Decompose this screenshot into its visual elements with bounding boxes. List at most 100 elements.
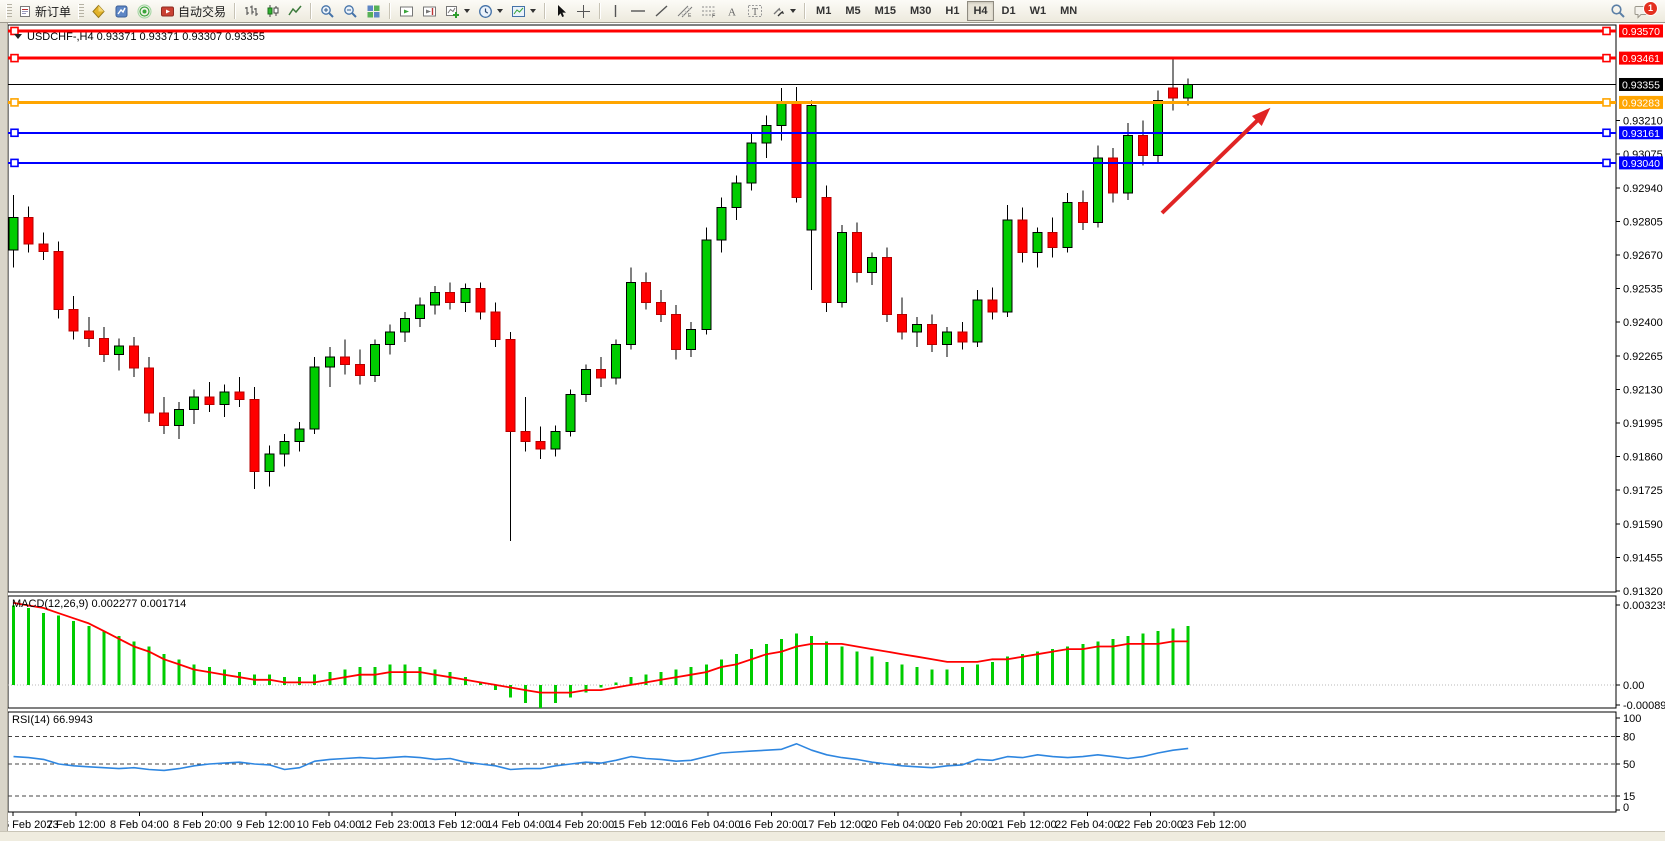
new-order-button[interactable]: 新订单 — [15, 1, 75, 21]
price-tag-label: 0.93283 — [1622, 97, 1660, 109]
arrows-tool-button[interactable] — [767, 1, 800, 21]
line-handle[interactable] — [10, 128, 19, 138]
new-order-label: 新订单 — [35, 4, 72, 19]
svg-text:A: A — [728, 7, 736, 19]
date-label: 8 Feb 20:00 — [173, 819, 232, 831]
toolbar-grip[interactable] — [78, 3, 85, 19]
channel-tool-button[interactable]: E — [673, 1, 697, 21]
horizontal-line-object[interactable]: 0.93161 — [8, 126, 1663, 140]
search-button[interactable] — [1606, 1, 1630, 21]
bear-candle — [595, 368, 606, 379]
signal-icon — [137, 4, 152, 18]
line-handle[interactable] — [10, 53, 19, 63]
chevron-down-icon — [790, 9, 797, 13]
timeframe-button-M15[interactable]: M15 — [874, 5, 896, 17]
bull-candle — [836, 232, 847, 303]
bull-candle — [701, 239, 712, 331]
text-tool-button[interactable]: A — [721, 1, 743, 21]
candlestick-chart-button[interactable] — [262, 1, 284, 21]
bull-candle — [279, 441, 290, 455]
line-chart-button[interactable] — [284, 1, 306, 21]
line-handle[interactable] — [10, 26, 19, 36]
bull-candle — [1032, 232, 1043, 253]
line-handle[interactable] — [1602, 98, 1611, 107]
bear-candle — [159, 412, 170, 426]
symbol-dropdown-icon[interactable] — [14, 34, 22, 39]
bid-price-tag — [1619, 77, 1663, 91]
bear-candle — [851, 232, 862, 273]
bear-candle — [1138, 135, 1148, 156]
label-tool-button[interactable]: T — [743, 1, 767, 21]
notifications-button[interactable]: 1 — [1630, 1, 1658, 21]
toolbar-grip[interactable] — [6, 3, 12, 19]
bear-candle — [927, 324, 938, 346]
horizontal-line-object[interactable]: 0.93283 — [8, 95, 1663, 110]
price-tag — [1619, 51, 1663, 65]
bear-candle — [1047, 232, 1058, 249]
date-label: 16 Feb 04:00 — [676, 819, 741, 831]
timeframe-button-H1[interactable]: H1 — [945, 5, 960, 17]
chart-shift-button[interactable] — [418, 1, 441, 21]
add-indicator-button[interactable] — [441, 1, 474, 21]
trendline-tool-button[interactable] — [650, 1, 673, 21]
price-tick-label: 0.92805 — [1623, 216, 1663, 228]
bear-candle — [23, 217, 34, 245]
timeframe-button-W1[interactable]: W1 — [1029, 5, 1047, 17]
vertical-line-tool-button[interactable] — [605, 1, 626, 21]
cursor-button[interactable] — [550, 1, 572, 21]
horizontal-line-object[interactable]: 0.93570 — [8, 24, 1663, 38]
autotrading-button[interactable]: 自动交易 — [156, 1, 230, 21]
bear-candle — [987, 299, 998, 313]
timeframe-button-M1[interactable]: M1 — [816, 5, 832, 17]
periodicity-button[interactable] — [474, 1, 507, 21]
price-tag-label: 0.93570 — [1622, 26, 1660, 38]
crosshair-button[interactable] — [572, 1, 595, 21]
line-handle[interactable] — [1602, 26, 1611, 36]
line-handle[interactable] — [10, 158, 19, 168]
templates-button[interactable] — [507, 1, 540, 21]
fibonacci-icon: F — [702, 6, 716, 19]
bull-candle — [972, 299, 983, 343]
bear-candle — [53, 250, 64, 311]
line-handle[interactable] — [1602, 128, 1611, 138]
price-tick-label: 0.92130 — [1623, 384, 1663, 396]
add-indicator-icon — [446, 5, 460, 18]
line-handle[interactable] — [1602, 53, 1611, 63]
bull-candle — [189, 396, 200, 410]
trend-arrow-annotation[interactable] — [1160, 107, 1271, 215]
autoscroll-button[interactable] — [395, 1, 418, 21]
autotrading-label: 自动交易 — [178, 4, 227, 19]
line-handle[interactable] — [1602, 158, 1611, 168]
bear-candle — [249, 398, 260, 473]
autoscroll-icon — [400, 6, 414, 16]
rsi-panel[interactable] — [7, 711, 1617, 813]
rsi-line — [13, 742, 1189, 772]
signals-button[interactable] — [133, 1, 156, 21]
zoom-in-button[interactable] — [316, 1, 339, 21]
price-tick-label: 0.92535 — [1623, 284, 1663, 296]
metaeditor-button[interactable] — [87, 1, 110, 21]
market-watch-button[interactable] — [110, 1, 133, 21]
timeframe-button-D1[interactable]: D1 — [1001, 5, 1016, 17]
fibonacci-tool-button[interactable]: F — [697, 1, 721, 21]
line-handle[interactable] — [10, 98, 19, 107]
timeframe-button-M30[interactable]: M30 — [910, 5, 932, 17]
tile-windows-button[interactable] — [362, 1, 385, 21]
bear-candle — [641, 281, 652, 303]
price-tick-label: 0.91320 — [1623, 586, 1663, 598]
price-axis[interactable]: 0.932100.930750.929400.928050.926700.925… — [1616, 116, 1663, 598]
date-label: 22 Feb 04:00 — [1055, 819, 1120, 831]
svg-text:F: F — [712, 14, 716, 19]
timeframe-button-H4[interactable]: H4 — [967, 1, 994, 21]
horizontal-line-tool-button[interactable] — [626, 1, 650, 21]
zoom-out-button[interactable] — [339, 1, 362, 21]
rsi-axis-label: 80 — [1623, 731, 1635, 743]
bar-chart-button[interactable] — [240, 1, 262, 21]
bear-candle — [1107, 157, 1118, 194]
timeframe-button-MN[interactable]: MN — [1060, 5, 1078, 17]
timeframe-button-M5[interactable]: M5 — [845, 5, 861, 17]
horizontal-line-object[interactable]: 0.93461 — [8, 51, 1663, 65]
horizontal-line-object[interactable]: 0.93040 — [8, 156, 1663, 170]
